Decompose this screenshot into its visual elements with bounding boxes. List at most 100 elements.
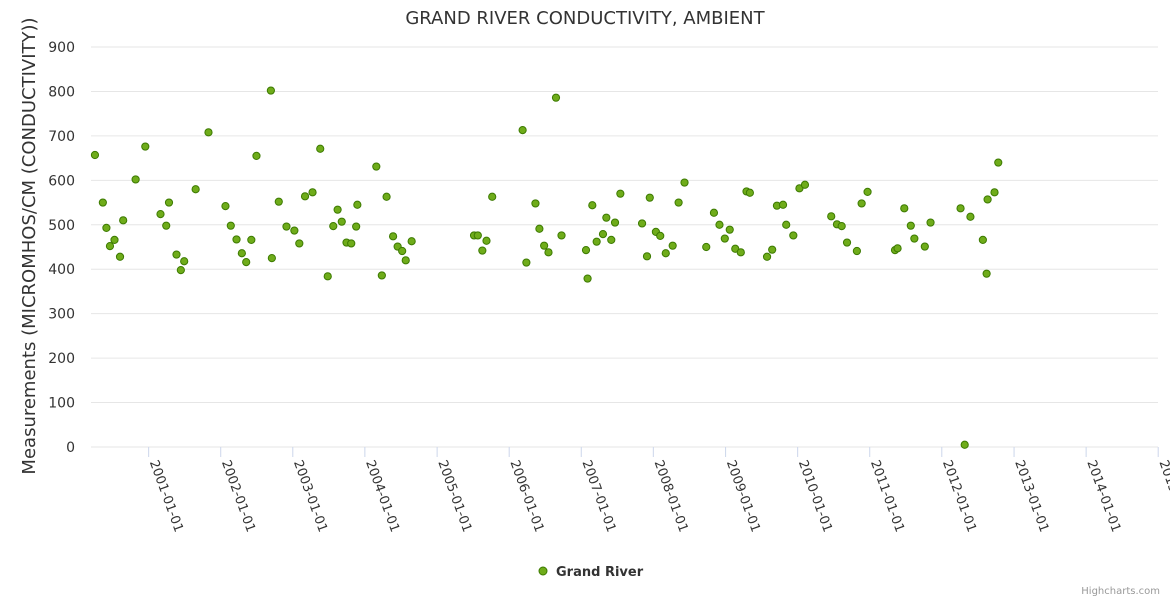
data-point[interactable] (473, 231, 482, 240)
data-point[interactable] (337, 217, 346, 226)
legend[interactable]: Grand River (538, 565, 644, 580)
data-point[interactable] (164, 198, 174, 207)
data-point[interactable] (232, 235, 241, 244)
data-point[interactable] (668, 241, 677, 250)
data-point[interactable] (983, 195, 992, 204)
data-point[interactable] (176, 266, 185, 275)
data-point[interactable] (242, 258, 251, 267)
data-point[interactable] (674, 198, 683, 207)
data-point[interactable] (172, 250, 181, 259)
data-point[interactable] (616, 189, 625, 198)
data-point[interactable] (323, 272, 332, 281)
data-point[interactable] (852, 246, 861, 256)
data-point[interactable] (966, 212, 975, 221)
data-point[interactable] (266, 86, 275, 95)
data-point[interactable] (893, 244, 902, 253)
data-point[interactable] (531, 199, 540, 208)
data-point[interactable] (827, 212, 836, 221)
data-point[interactable] (352, 222, 361, 231)
data-point[interactable] (592, 237, 601, 246)
data-point[interactable] (642, 252, 652, 261)
data-point[interactable] (920, 242, 929, 251)
data-point[interactable] (778, 200, 788, 209)
data-point[interactable] (926, 218, 935, 227)
data-point[interactable] (382, 192, 391, 201)
data-point[interactable] (333, 205, 342, 214)
credits-link[interactable]: Highcharts.com (1081, 586, 1160, 597)
data-point[interactable] (645, 193, 654, 202)
data-point[interactable] (837, 222, 846, 231)
data-point[interactable] (960, 440, 969, 449)
data-point[interactable] (535, 224, 544, 233)
data-point[interactable] (656, 231, 665, 240)
data-point[interactable] (290, 226, 299, 235)
data-point[interactable] (119, 216, 128, 225)
data-point[interactable] (768, 245, 777, 254)
data-point[interactable] (607, 235, 616, 244)
data-point[interactable] (800, 180, 810, 189)
data-point[interactable] (762, 252, 772, 261)
data-point[interactable] (398, 246, 407, 256)
legend-label[interactable]: Grand River (556, 565, 644, 580)
data-point[interactable] (745, 188, 754, 197)
data-point[interactable] (782, 220, 791, 229)
data-point[interactable] (329, 222, 338, 231)
data-point[interactable] (482, 236, 491, 245)
data-point[interactable] (162, 221, 171, 230)
data-point[interactable] (191, 185, 200, 194)
data-point[interactable] (522, 258, 531, 267)
data-point[interactable] (282, 222, 291, 231)
data-point[interactable] (347, 239, 356, 248)
data-point[interactable] (978, 235, 987, 244)
data-point[interactable] (141, 142, 150, 151)
data-point[interactable] (736, 248, 745, 257)
data-point[interactable] (300, 192, 310, 201)
data-point[interactable] (637, 219, 647, 228)
data-point[interactable] (661, 249, 670, 258)
data-point[interactable] (990, 188, 999, 197)
data-point[interactable] (247, 235, 256, 244)
data-point[interactable] (557, 231, 566, 240)
data-point[interactable] (478, 246, 487, 255)
data-point[interactable] (842, 238, 852, 247)
data-point[interactable] (90, 150, 100, 160)
data-point[interactable] (204, 128, 213, 137)
data-point[interactable] (407, 237, 416, 246)
data-point[interactable] (105, 242, 115, 251)
data-point[interactable] (900, 204, 909, 213)
data-point[interactable] (680, 178, 689, 187)
data-point[interactable] (709, 208, 719, 217)
data-point[interactable] (295, 239, 304, 248)
data-point[interactable] (156, 210, 165, 219)
data-point[interactable] (180, 257, 189, 266)
data-point[interactable] (377, 271, 386, 280)
data-point[interactable] (221, 202, 230, 211)
data-point[interactable] (789, 231, 798, 240)
data-point[interactable] (518, 126, 527, 135)
data-point[interactable] (544, 248, 553, 257)
data-point[interactable] (308, 188, 317, 197)
data-point[interactable] (715, 220, 724, 229)
data-point[interactable] (237, 249, 246, 258)
data-point[interactable] (863, 187, 872, 196)
data-point[interactable] (353, 200, 362, 209)
data-point[interactable] (110, 235, 119, 244)
data-point[interactable] (274, 197, 283, 206)
data-point[interactable] (994, 158, 1003, 167)
data-point[interactable] (267, 254, 276, 263)
data-point[interactable] (252, 151, 261, 160)
data-point[interactable] (131, 175, 140, 184)
data-point[interactable] (98, 198, 107, 207)
data-point[interactable] (401, 256, 410, 265)
data-point[interactable] (910, 234, 919, 243)
data-point[interactable] (372, 162, 381, 171)
data-point[interactable] (956, 204, 965, 213)
data-point[interactable] (488, 192, 497, 201)
data-point[interactable] (982, 269, 991, 278)
data-point[interactable] (583, 274, 592, 283)
data-point[interactable] (115, 252, 125, 261)
data-point[interactable] (610, 218, 620, 227)
data-point[interactable] (720, 234, 729, 243)
data-point[interactable] (581, 246, 591, 255)
data-point[interactable] (702, 242, 711, 252)
